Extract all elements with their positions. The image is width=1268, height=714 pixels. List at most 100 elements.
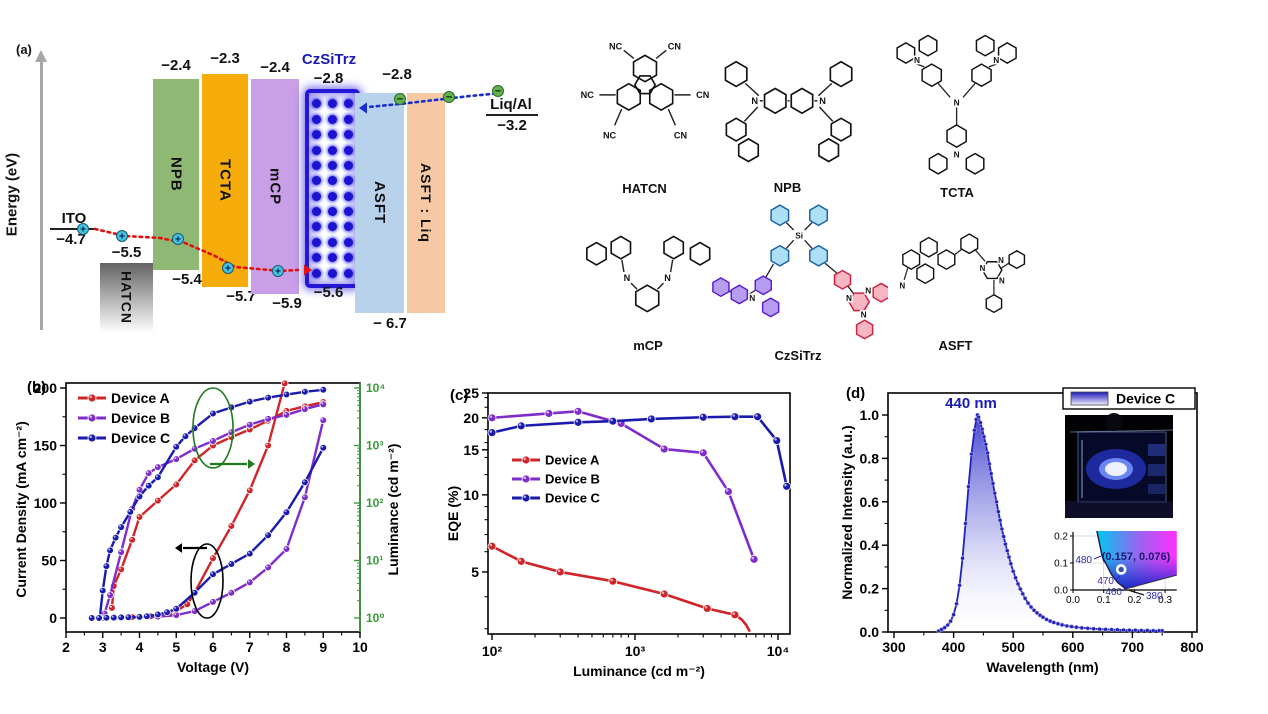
electrode-ito-level-line bbox=[50, 228, 96, 230]
svg-text:Luminance (cd m⁻²): Luminance (cd m⁻²) bbox=[385, 444, 401, 576]
svg-text:10⁴: 10⁴ bbox=[366, 381, 385, 395]
svg-text:50: 50 bbox=[41, 553, 57, 569]
svg-text:N: N bbox=[999, 276, 1005, 285]
svg-text:3: 3 bbox=[99, 639, 107, 655]
dopant-dot bbox=[343, 207, 353, 216]
svg-text:4: 4 bbox=[136, 639, 144, 655]
hatcn-level: −5.5 bbox=[111, 244, 142, 261]
electrode-ito-label: ITO bbox=[61, 210, 87, 227]
svg-text:N: N bbox=[624, 273, 631, 283]
dopant-dot bbox=[327, 99, 337, 109]
chart-jv-luminance: 2 3 4 5 6 7 8 9 10 Voltage (V) 0 50 100 150 200 Current… bbox=[13, 379, 401, 675]
svg-text:NC: NC bbox=[580, 90, 594, 100]
czsitrz-homo: −5.6 bbox=[313, 284, 344, 301]
svg-text:0.2: 0.2 bbox=[1054, 532, 1068, 543]
svg-text:470: 470 bbox=[1097, 576, 1114, 587]
molecule-tcta-label: TCTA bbox=[940, 185, 974, 200]
molecule-hatcn: NC CN NC CN NC CN HATCN bbox=[572, 28, 717, 196]
svg-text:0.8: 0.8 bbox=[860, 450, 880, 466]
dopant-dot bbox=[327, 145, 337, 155]
dopant-dot bbox=[343, 160, 353, 170]
electrode-liqal-label: Liq/Al bbox=[490, 96, 532, 113]
svg-text:N: N bbox=[980, 264, 986, 273]
dopant-dot bbox=[327, 268, 337, 278]
svg-text:N: N bbox=[954, 98, 960, 108]
svg-text:400: 400 bbox=[942, 639, 966, 655]
energy-bar-hatcn-label: HATCN bbox=[118, 271, 135, 324]
svg-text:(d): (d) bbox=[846, 385, 865, 402]
energy-axis-line bbox=[40, 62, 43, 330]
dopant-dot bbox=[312, 99, 322, 109]
svg-text:10²: 10² bbox=[482, 643, 503, 659]
svg-text:1.0: 1.0 bbox=[860, 407, 880, 423]
dopant-dot bbox=[327, 130, 337, 140]
panel-energy-diagram: (a) Energy (eV) ITO −4.7 −5.5 HATCN −2.4… bbox=[0, 0, 560, 365]
dopant-dot bbox=[343, 222, 353, 232]
dopant-dot bbox=[312, 237, 322, 247]
npb-homo: −5.4 bbox=[172, 271, 202, 288]
energy-axis-label: Energy (eV) bbox=[3, 152, 21, 237]
svg-text:0.2: 0.2 bbox=[1127, 595, 1141, 606]
svg-text:Device A: Device A bbox=[545, 453, 600, 468]
molecule-npb-label: NPB bbox=[773, 180, 802, 195]
svg-text:(c): (c) bbox=[450, 387, 468, 404]
svg-text:(0.157, 0.076): (0.157, 0.076) bbox=[1102, 551, 1171, 563]
electrode-liqal-level-line bbox=[486, 114, 538, 116]
svg-text:Device B: Device B bbox=[111, 410, 170, 426]
dopant-dot bbox=[327, 237, 337, 247]
svg-text:0.4: 0.4 bbox=[860, 537, 880, 553]
czsitrz-lumo: −2.8 bbox=[313, 70, 344, 87]
electrode-ito-level: −4.7 bbox=[56, 231, 86, 248]
dopant-dot bbox=[343, 191, 353, 201]
svg-text:7: 7 bbox=[246, 639, 254, 655]
svg-text:600: 600 bbox=[1061, 639, 1085, 655]
dopant-dot bbox=[343, 114, 353, 124]
svg-text:10⁰: 10⁰ bbox=[366, 611, 385, 625]
svg-text:6: 6 bbox=[209, 639, 217, 655]
svg-text:0.0: 0.0 bbox=[860, 624, 880, 640]
svg-text:0.0: 0.0 bbox=[1066, 595, 1080, 606]
dopant-dot bbox=[312, 253, 322, 263]
molecule-hatcn-label: HATCN bbox=[622, 181, 667, 196]
svg-text:700: 700 bbox=[1121, 639, 1145, 655]
energy-bar-asft-liq-label: ASFT : Liq bbox=[418, 163, 434, 243]
svg-text:0: 0 bbox=[49, 610, 57, 626]
energy-bar-tcta-label: TCTA bbox=[216, 159, 234, 202]
energy-bar-mcp: mCP bbox=[251, 79, 299, 294]
svg-text:Normalized Intensity (a.u.): Normalized Intensity (a.u.) bbox=[839, 425, 855, 599]
svg-text:800: 800 bbox=[1180, 639, 1204, 655]
svg-text:−: − bbox=[446, 92, 452, 104]
svg-text:(b): (b) bbox=[27, 379, 46, 396]
svg-text:5: 5 bbox=[471, 564, 479, 580]
dopant-dot bbox=[312, 114, 322, 124]
eml-dopant-dots bbox=[309, 91, 356, 286]
dopant-dot bbox=[343, 268, 353, 278]
svg-text:CN: CN bbox=[667, 41, 680, 51]
dopant-dot bbox=[312, 176, 322, 186]
svg-text:20: 20 bbox=[463, 410, 479, 426]
energy-bar-asft-liq: ASFT : Liq bbox=[407, 93, 445, 313]
svg-text:Device C: Device C bbox=[545, 491, 601, 506]
dopant-dot bbox=[312, 222, 322, 232]
dopant-dot bbox=[343, 145, 353, 155]
svg-text:10: 10 bbox=[352, 639, 368, 655]
electrode-liqal-level: −3.2 bbox=[497, 117, 527, 134]
npb-lumo: −2.4 bbox=[161, 57, 191, 74]
svg-text:N: N bbox=[914, 55, 920, 65]
svg-text:N: N bbox=[994, 55, 1000, 65]
svg-text:8: 8 bbox=[283, 639, 291, 655]
dopant-dot bbox=[312, 191, 322, 201]
energy-bar-npb-label: NPB bbox=[167, 157, 185, 192]
hole-carrier-icon: + bbox=[116, 230, 128, 242]
svg-text:N: N bbox=[749, 293, 755, 303]
chart-eqe-luminance: 10² 10³ 10⁴ Luminance (cd m⁻²) 5 10 15 20 25 EQE … bbox=[445, 385, 792, 679]
dopant-dot bbox=[327, 160, 337, 170]
svg-text:25: 25 bbox=[463, 385, 479, 401]
svg-text:0.1: 0.1 bbox=[1054, 559, 1068, 570]
dopant-dot bbox=[312, 160, 322, 170]
svg-text:Device C: Device C bbox=[111, 430, 170, 446]
device-photo-inset bbox=[1065, 413, 1174, 518]
svg-text:10: 10 bbox=[463, 487, 479, 503]
